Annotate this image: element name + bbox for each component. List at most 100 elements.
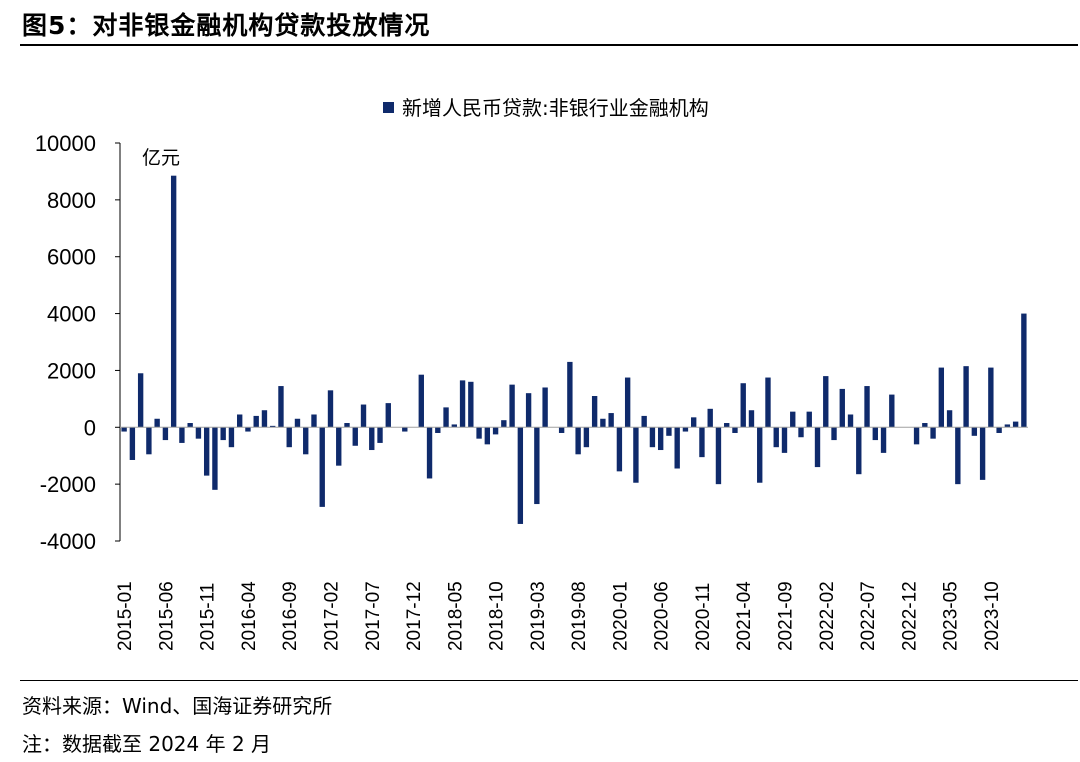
bar <box>311 414 317 428</box>
bar <box>558 427 565 433</box>
bar <box>179 427 185 443</box>
bar <box>773 427 779 448</box>
bar <box>996 427 1002 433</box>
bar-series <box>121 175 1027 524</box>
bar <box>525 393 532 428</box>
chart-legend: 新增人民币贷款:非银行业金融机构 <box>383 96 709 120</box>
y-tick-label: 0 <box>84 415 96 440</box>
bar <box>385 403 391 428</box>
bar <box>864 386 870 428</box>
bar <box>426 427 433 479</box>
bar <box>146 427 152 455</box>
x-tick-label: 2021-09 <box>775 581 796 651</box>
bar <box>137 373 144 428</box>
bar <box>567 361 573 428</box>
x-tick-label: 2023-05 <box>941 581 962 651</box>
bar <box>352 427 358 446</box>
bar <box>509 384 515 428</box>
bar <box>270 425 276 428</box>
bar <box>418 374 424 428</box>
legend-label: 新增人民币贷款:非银行业金融机构 <box>402 96 709 120</box>
bar <box>286 427 292 448</box>
bar <box>880 427 887 453</box>
bar <box>451 424 457 428</box>
bar <box>228 427 235 448</box>
bar <box>253 415 259 428</box>
x-tick-label: 2021-04 <box>734 581 755 651</box>
bar <box>187 423 193 428</box>
bar <box>327 390 334 428</box>
bar <box>591 396 598 428</box>
bar <box>303 427 309 455</box>
bar <box>732 427 738 433</box>
x-tick-label: 2022-02 <box>817 581 838 651</box>
source-note: 资料来源：Wind、国海证券研究所 <box>22 694 333 718</box>
bar <box>583 427 590 448</box>
bar <box>765 377 771 428</box>
bar <box>781 427 788 453</box>
bar <box>806 411 812 428</box>
bar-chart: 新增人民币贷款:非银行业金融机构 亿元 -4000 -2000 0 2000 4000 6… <box>35 96 1028 651</box>
y-tick-label: -2000 <box>40 472 96 497</box>
bar <box>946 410 953 428</box>
bar <box>922 423 928 428</box>
bar <box>468 381 474 428</box>
x-tick-label: 2016-04 <box>239 581 260 651</box>
bar <box>847 414 854 428</box>
bar <box>195 427 202 439</box>
bar <box>203 427 210 476</box>
footer-divider <box>20 680 1078 681</box>
y-tick-label: 10000 <box>35 131 96 156</box>
x-tick-label: 2017-02 <box>321 581 342 651</box>
bar <box>988 367 994 428</box>
x-tick-label: 2016-09 <box>280 581 301 651</box>
bar <box>443 407 449 428</box>
bar <box>501 420 507 428</box>
bar <box>699 427 705 458</box>
bar <box>600 418 606 428</box>
bar <box>336 427 342 466</box>
page-title: 图5：对非银金融机构贷款投放情况 <box>22 11 431 40</box>
bar <box>955 427 961 485</box>
bar <box>913 427 920 445</box>
bar <box>674 427 680 469</box>
bar <box>616 427 623 472</box>
bar <box>682 427 689 432</box>
bar <box>748 410 755 428</box>
data-note: 注：数据截至 2024 年 2 月 <box>22 732 272 756</box>
bar <box>1021 313 1027 428</box>
x-tick-label: 2015-11 <box>198 583 219 651</box>
bar <box>319 427 325 507</box>
bar <box>1012 421 1019 428</box>
bar <box>707 408 713 428</box>
x-tick-label: 2022-12 <box>899 581 920 651</box>
bar <box>154 418 160 428</box>
bar <box>971 427 978 436</box>
bar <box>666 427 672 436</box>
y-tick-label: 8000 <box>47 188 96 213</box>
bar <box>831 427 837 441</box>
bar <box>344 423 350 428</box>
x-tick-label: 2020-01 <box>610 581 631 651</box>
bar <box>377 427 383 443</box>
bar <box>294 418 301 428</box>
bar <box>170 175 177 428</box>
bar <box>261 410 268 428</box>
y-axis: -4000 -2000 0 2000 4000 6000 8000 10000 <box>35 131 121 554</box>
bar <box>608 413 614 428</box>
bar <box>715 427 722 485</box>
bar <box>872 427 878 441</box>
bar <box>220 427 226 441</box>
bar <box>435 427 441 433</box>
x-tick-label: 2018-05 <box>445 581 466 651</box>
bar <box>856 427 862 475</box>
bar <box>575 427 581 455</box>
bar <box>938 367 945 428</box>
y-tick-label: 4000 <box>47 302 96 327</box>
bar <box>245 427 251 432</box>
bar <box>889 394 895 428</box>
bar <box>633 427 639 483</box>
bar <box>212 427 218 490</box>
bar <box>459 380 466 428</box>
bar <box>757 427 763 483</box>
